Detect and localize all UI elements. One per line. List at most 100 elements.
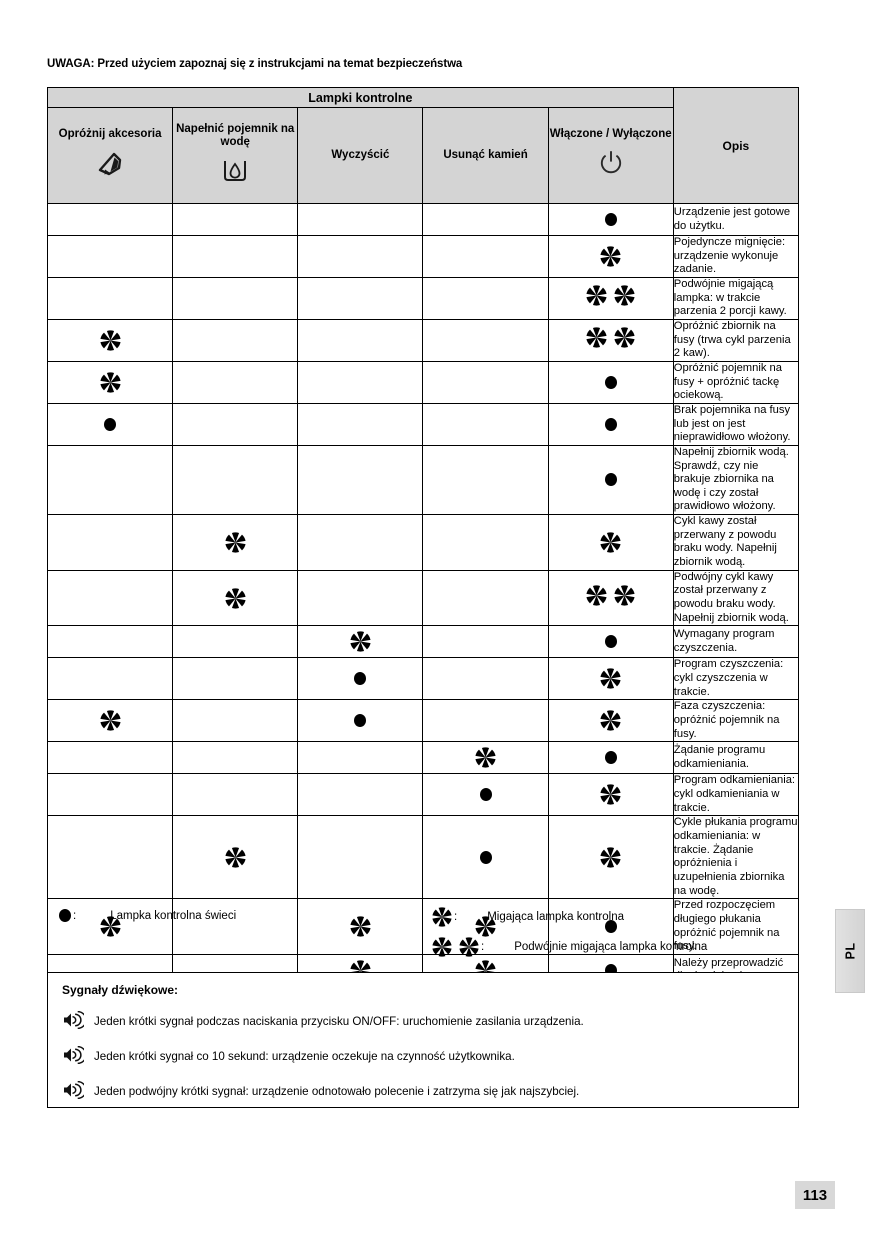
sound-signal-row: Jeden krótki sygnał podczas naciskania p… [62, 1010, 584, 1032]
description-cell: Żądanie programu odkamieniania. [672, 741, 800, 775]
indicator-steady-dot [604, 211, 617, 228]
signal-cell-dot [547, 625, 674, 659]
signal-cell-dot [547, 402, 674, 446]
indicator-steady-dot [479, 848, 492, 865]
signal-cell-flower [547, 235, 674, 278]
indicator-steady-dot [354, 712, 367, 729]
signal-cell-flower [297, 898, 424, 955]
signal-cell-empty [172, 235, 299, 278]
signal-cell-flower [172, 815, 299, 900]
signal-cell-empty [46, 657, 174, 701]
page-number: 113 [795, 1181, 835, 1209]
signal-cell-flower [422, 741, 549, 775]
indicator-double-blinking-flower [586, 585, 635, 606]
sound-signal-text: Jeden krótki sygnał podczas naciskania p… [94, 1015, 584, 1028]
indicator-blinking-flower [475, 916, 496, 937]
table-row: Program czyszczenia: cykl czyszczenia w … [46, 657, 800, 701]
description-cell: Napełnij zbiornik wodą. Sprawdź, czy nie… [672, 444, 800, 516]
signal-cell-empty [422, 360, 549, 404]
signal-cell-empty [297, 741, 424, 775]
sound-signals-title: Sygnały dźwiękowe: [62, 983, 179, 997]
signal-cell-empty [172, 203, 299, 236]
speaker-icon [62, 1010, 87, 1032]
signal-cell-flower [46, 699, 174, 743]
signal-cell-empty [422, 276, 549, 320]
signal-cell-empty [297, 360, 424, 404]
table-row: Pojedyncze mignięcie: urządzenie wykonuj… [46, 235, 800, 278]
signal-cell-dot [297, 657, 424, 701]
legend-colon: : [481, 941, 485, 953]
column-header-oproznij-akcesoria: Opróżnij akcesoria [46, 107, 174, 204]
indicator-steady-dot [604, 471, 617, 488]
description-cell: Cykle płukania programu odkamieniania: w… [672, 815, 800, 900]
signal-cell-flower [547, 815, 674, 900]
column-header-wlaczone-wylaczone: Włączone / Wyłączone [547, 107, 674, 204]
signal-cell-empty [297, 815, 424, 900]
signal-cell-empty [422, 444, 549, 516]
description-cell: Faza czyszczenia: opróżnić pojemnik na f… [672, 699, 800, 743]
signal-cell-dot [297, 699, 424, 743]
water-tank-drop-icon [173, 156, 297, 189]
signal-cell-dot [547, 898, 674, 955]
signal-cell-empty [172, 741, 299, 775]
description-cell: Pojedyncze mignięcie: urządzenie wykonuj… [672, 235, 800, 278]
signal-cell-empty [297, 569, 424, 627]
table-row: Faza czyszczenia: opróżnić pojemnik na f… [46, 699, 800, 743]
signal-cell-empty [172, 773, 299, 817]
table-row: Podwójnie migającą lampka: w trakcie par… [46, 276, 800, 320]
signal-cell-dot [547, 203, 674, 236]
indicator-steady-dot [104, 415, 117, 432]
band-title-lampki-kontrolne: Lampki kontrolne [47, 87, 674, 108]
sound-signals-box: Sygnały dźwiękowe: Jeden krótki sygnał p… [47, 972, 799, 1108]
indicator-blinking-flower [100, 330, 121, 351]
indicator-blinking-flower [475, 747, 496, 768]
column-header-wyczyscic: Wyczyścić [297, 107, 424, 204]
indicator-steady-dot [604, 633, 617, 650]
signal-cell-dot [547, 444, 674, 516]
signal-cell-empty [422, 657, 549, 701]
signal-cell-empty [297, 773, 424, 817]
description-cell: Przed rozpoczęciem długiego płukania opr… [672, 898, 800, 955]
signal-cell-empty [46, 514, 174, 571]
language-side-tab-pl: PL [835, 909, 865, 993]
signal-cell-empty [422, 625, 549, 659]
indicator-blinking-flower [600, 847, 621, 868]
indicator-blinking-flower [600, 710, 621, 731]
indicator-blinking-flower [225, 532, 246, 553]
indicator-blinking-flower [100, 372, 121, 393]
signal-cell-empty [297, 514, 424, 571]
signal-cell-empty [46, 444, 174, 516]
signal-cell-dot [422, 815, 549, 900]
signal-cell-empty [46, 741, 174, 775]
indicator-blinking-flower [225, 847, 246, 868]
signal-cell-empty [422, 402, 549, 446]
indicator-blinking-flower [100, 916, 121, 937]
legend-label: Podwójnie migająca lampka kontrolna [514, 941, 708, 953]
signal-cell-flower [547, 657, 674, 701]
indicator-blinking-flower [225, 587, 246, 609]
signal-cell-empty [46, 773, 174, 817]
description-cell: Program odkamieniania: cykl odkamieniani… [672, 773, 800, 817]
signal-cell-dot [422, 773, 549, 817]
legend-label: Migająca lampka kontrolna [487, 911, 624, 923]
signal-cell-empty [422, 203, 549, 236]
signal-cell-empty [46, 276, 174, 320]
signal-cell-empty [172, 898, 299, 955]
table-row: Przed rozpoczęciem długiego płukania opr… [46, 898, 800, 955]
table-row: Urządzenie jest gotowe do użytku. [46, 203, 800, 236]
signal-cell-empty [297, 235, 424, 278]
table-row: Opróżnić zbiornik na fusy (trwa cykl par… [46, 318, 800, 362]
signal-cell-double [547, 276, 674, 320]
signal-cell-dot [46, 402, 174, 446]
sound-signal-text: Jeden krótki sygnał co 10 sekund: urządz… [94, 1050, 515, 1063]
table-column-header-row: Opróżnij akcesoria Napełnić pojemnik na … [46, 107, 799, 204]
signal-cell-empty [172, 444, 299, 516]
signal-cell-empty [46, 235, 174, 278]
sound-signal-row: Jeden krótki sygnał co 10 sekund: urządz… [62, 1045, 515, 1067]
description-cell: Program czyszczenia: cykl czyszczenia w … [672, 657, 800, 701]
signal-cell-double [547, 318, 674, 362]
signal-cell-flower [46, 318, 174, 362]
legend-item-blinking: : Migająca lampka kontrolna [432, 907, 624, 927]
table-row: Napełnij zbiornik wodą. Sprawdź, czy nie… [46, 444, 800, 516]
